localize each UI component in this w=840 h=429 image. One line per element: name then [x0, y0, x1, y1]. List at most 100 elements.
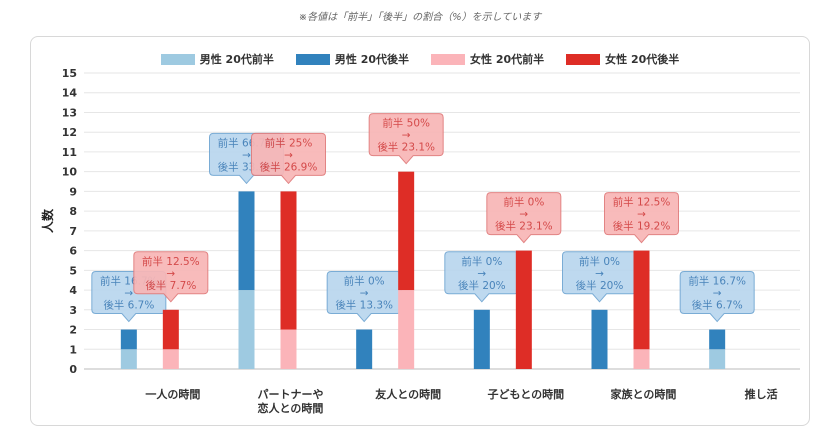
y-tick-label: 8: [69, 205, 77, 218]
y-tick-label: 5: [69, 264, 77, 277]
legend-swatch: [431, 53, 465, 65]
legend-swatch: [566, 53, 601, 65]
x-tick-label: 子どもとの時間: [487, 387, 564, 401]
y-tick-label: 13: [62, 106, 77, 119]
bar-male-segment: [356, 329, 373, 369]
legend-label: 女性 20代後半: [605, 53, 680, 66]
callout-box: [679, 271, 755, 323]
annotation-callout: 前半 25%→後半 26.9%: [251, 132, 326, 185]
callout-text: 前半 0%: [503, 196, 544, 209]
legend-label: 男性 20代前半: [199, 53, 274, 66]
callout-text: 前半 12.5%: [142, 255, 200, 268]
annotation-callout: 前半 0%→後半 23.1%: [486, 192, 562, 244]
x-tick-label: 推し活: [745, 387, 778, 401]
callout-box: [486, 192, 562, 244]
callout-text: 前半 12.5%: [613, 196, 671, 209]
callout-text: →: [595, 268, 604, 280]
callout-text: 後半 23.1%: [377, 141, 435, 154]
y-tick-label: 4: [69, 284, 77, 297]
x-tick-label: 一人の時間: [145, 387, 200, 401]
callout-text: 前半 0%: [344, 275, 385, 288]
bar-male-segment: [120, 329, 137, 350]
callout-text: →: [360, 288, 369, 300]
callout-text: →: [477, 268, 486, 280]
bar-female-segment: [633, 349, 650, 369]
callout-text: 後半 26.9%: [260, 160, 318, 173]
y-tick-label: 15: [62, 67, 77, 80]
bar-male-segment: [591, 309, 608, 369]
callout-text: 後半 7.7%: [145, 279, 196, 292]
callout-text: 前半 16.7%: [688, 275, 746, 288]
callout-box: [368, 113, 444, 165]
bar-male-segment: [709, 329, 726, 350]
callout-text: →: [242, 149, 251, 161]
y-tick-label: 1: [69, 343, 77, 356]
y-tick-label: 10: [62, 166, 78, 179]
y-axis-label: 人数: [40, 208, 55, 233]
legend-item[interactable]: 男性 20代後半: [295, 51, 409, 67]
x-tick-label: 恋人との時間: [258, 401, 324, 415]
annotation-callout: 前半 12.5%→後半 7.7%: [133, 251, 209, 303]
legend-swatch: [160, 53, 195, 65]
bar-female-segment: [515, 250, 532, 369]
callout-text: 後半 19.2%: [613, 220, 671, 233]
bar-female-segment: [398, 290, 415, 369]
callout-text: 前半 0%: [579, 255, 620, 268]
annotation-callout: 前半 50%→後半 23.1%: [368, 113, 444, 165]
y-tick-label: 7: [69, 225, 77, 238]
y-tick-label: 0: [69, 363, 77, 376]
legend-label: 女性 20代前半: [470, 53, 545, 66]
legend-swatch: [295, 53, 330, 65]
y-tick-label: 3: [69, 304, 77, 317]
callout-text: 前半 0%: [461, 255, 502, 268]
y-tick-label: 14: [62, 87, 78, 100]
annotation-callout: 前半 0%→後半 20%: [562, 251, 637, 303]
callout-text: 後半 6.7%: [103, 299, 154, 312]
bar-male-segment: [238, 191, 255, 291]
legend-item[interactable]: 男性 20代前半: [160, 51, 274, 67]
bar-female-segment: [162, 349, 179, 369]
callout-text: →: [402, 130, 411, 142]
bar-male-segment: [120, 349, 137, 369]
annotation-callout: 前半 16.7%→後半 6.7%: [679, 271, 755, 323]
callout-text: →: [637, 209, 646, 221]
callout-text: 後半 6.7%: [692, 299, 743, 312]
callout-text: →: [284, 149, 293, 161]
callout-text: 後半 20%: [458, 279, 506, 292]
bar-female-segment: [280, 191, 297, 330]
callout-text: 後半 13.3%: [335, 299, 393, 312]
bar-male-segment: [709, 349, 726, 369]
legend-item[interactable]: 女性 20代後半: [566, 51, 679, 67]
callout-text: 後半 20%: [576, 279, 624, 292]
legend-label: 男性 20代後半: [334, 53, 409, 66]
callout-text: 前半 50%: [382, 117, 430, 130]
chart-note: ※各値は「前半」「後半」の割合（%）を示しています: [298, 12, 542, 23]
annotation-callout: 前半 12.5%→後半 19.2%: [604, 192, 679, 244]
legend: 男性 20代前半 男性 20代後半 女性 20代前半 女性 20代後半: [0, 51, 840, 67]
y-tick-label: 9: [69, 185, 77, 198]
bar-female-segment: [280, 329, 297, 369]
y-tick-label: 12: [62, 126, 77, 139]
callout-box: [604, 192, 679, 244]
bar-male-segment: [238, 290, 255, 369]
callout-text: →: [166, 268, 175, 280]
bar-female-segment: [398, 171, 415, 291]
x-tick-label: 家族との時間: [611, 387, 677, 401]
callout-text: →: [713, 288, 722, 300]
annotation-callout: 前半 0%→後半 20%: [444, 251, 520, 303]
y-tick-label: 6: [69, 245, 77, 258]
callout-box: [133, 251, 209, 303]
x-tick-label: パートナーや: [258, 388, 324, 401]
legend-item[interactable]: 女性 20代前半: [431, 51, 544, 67]
annotation-callout: 前半 0%→後半 13.3%: [326, 271, 402, 323]
y-tick-label: 2: [69, 324, 77, 337]
callout-text: 前半 25%: [265, 136, 313, 149]
bar-female-segment: [633, 250, 650, 350]
x-tick-label: 友人との時間: [375, 387, 441, 401]
bar-male-segment: [473, 309, 490, 369]
callout-box: [251, 132, 326, 185]
bar-female-segment: [162, 309, 179, 350]
callout-text: →: [519, 209, 528, 221]
callout-text: 後半 23.1%: [495, 220, 553, 233]
